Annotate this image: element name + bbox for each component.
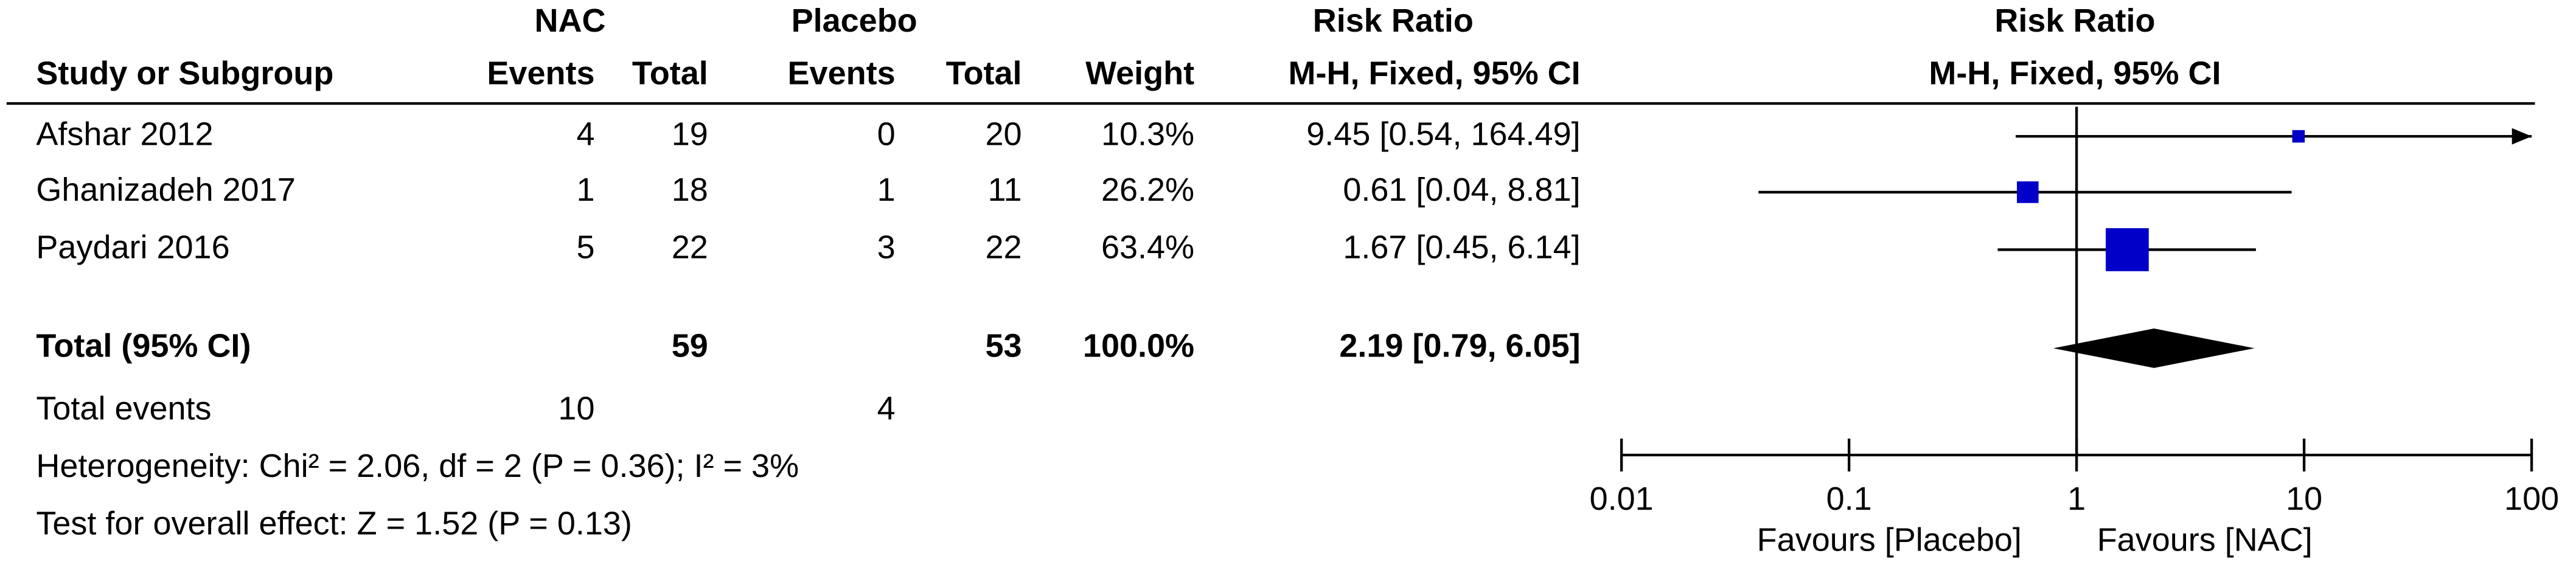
overall-effect: Test for overall effect: Z = 1.52 (P = 0…	[36, 505, 632, 541]
favours-right: Favours [NAC]	[2097, 521, 2313, 558]
x-tick-label: 10	[2286, 481, 2322, 517]
effect-square	[2017, 181, 2039, 203]
x-tick-label: 0.01	[1590, 481, 1654, 517]
effect-header: Risk Ratio	[1313, 2, 1474, 39]
column-header: Total	[632, 55, 708, 91]
study-name: Ghanizadeh 2017	[36, 172, 295, 208]
cell: 1.67 [0.45, 6.14]	[1343, 229, 1580, 266]
column-header: Weight	[1085, 55, 1194, 91]
total-cell: 2.19 [0.79, 6.05]	[1339, 328, 1580, 364]
cell: 18	[672, 172, 708, 208]
heterogeneity: Heterogeneity: Chi² = 2.06, df = 2 (P = …	[36, 448, 799, 484]
cell: 22	[672, 229, 708, 266]
column-header: Total	[946, 55, 1022, 91]
x-tick-label: 100	[2504, 481, 2559, 517]
total-cell: 53	[985, 328, 1022, 364]
total-events: 4	[877, 390, 896, 426]
cell: 0.61 [0.04, 8.81]	[1343, 172, 1580, 208]
cell: 0	[877, 116, 896, 152]
total-name: Total (95% CI)	[36, 328, 251, 364]
column-header: Events	[788, 55, 896, 91]
cell: 1	[877, 172, 896, 208]
cell: 4	[576, 116, 594, 152]
total-events-label: Total events	[36, 390, 211, 426]
cell: 20	[985, 116, 1022, 152]
total-cell: 59	[672, 328, 708, 364]
favours-left: Favours [Placebo]	[1757, 521, 2022, 558]
cell: 11	[987, 172, 1022, 208]
column-header: M-H, Fixed, 95% CI	[1289, 55, 1581, 91]
study-name: Paydari 2016	[36, 229, 229, 266]
group2-header: Placebo	[792, 2, 917, 39]
x-tick-label: 0.1	[1826, 481, 1872, 517]
cell: 22	[985, 229, 1022, 266]
plot-title: Risk Ratio	[1994, 2, 2155, 39]
group1-header: NAC	[534, 2, 605, 39]
cell: 10.3%	[1101, 116, 1194, 152]
ci-arrow	[2512, 128, 2532, 145]
pooled-diamond	[2053, 328, 2255, 368]
study-name: Afshar 2012	[36, 116, 213, 152]
column-header: Study or Subgroup	[36, 55, 333, 91]
total-events: 10	[558, 390, 594, 426]
cell: 26.2%	[1101, 172, 1194, 208]
cell: 1	[576, 172, 594, 208]
cell: 63.4%	[1101, 229, 1194, 266]
plot-subtitle: M-H, Fixed, 95% CI	[1929, 55, 2221, 91]
effect-square	[2292, 130, 2305, 143]
cell: 9.45 [0.54, 164.49]	[1306, 116, 1580, 152]
effect-square	[2106, 228, 2149, 271]
x-tick-label: 1	[2067, 481, 2086, 517]
cell: 19	[672, 116, 708, 152]
cell: 5	[576, 229, 594, 266]
total-cell: 100.0%	[1083, 328, 1194, 364]
column-header: Events	[487, 55, 594, 91]
cell: 3	[877, 229, 896, 266]
